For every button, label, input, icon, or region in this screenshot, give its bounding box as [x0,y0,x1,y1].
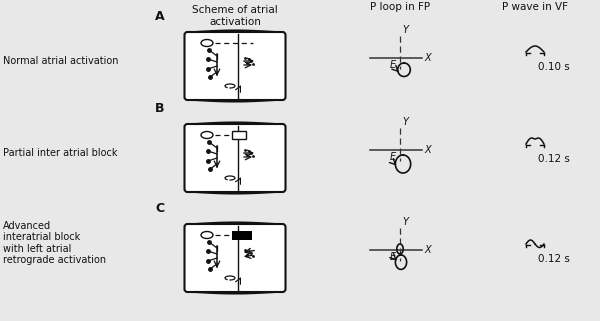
Text: P loop in FP: P loop in FP [370,2,430,12]
Text: E: E [390,60,396,70]
Text: Normal atrial activation: Normal atrial activation [3,56,119,66]
Text: Y: Y [402,117,408,127]
Text: 0.12 s: 0.12 s [538,254,570,264]
FancyBboxPatch shape [185,32,286,100]
Text: P wave in VF: P wave in VF [502,2,568,12]
FancyBboxPatch shape [232,131,246,139]
Text: X: X [424,145,431,155]
Text: A: A [155,11,165,23]
FancyBboxPatch shape [185,124,286,192]
Text: C: C [155,203,164,215]
Text: Y: Y [402,25,408,35]
Text: 0.12 s: 0.12 s [538,154,570,164]
Text: Advanced
interatrial block
with left atrial
retrograde activation: Advanced interatrial block with left atr… [3,221,106,265]
Text: E: E [390,152,396,162]
Bar [232,231,252,240]
Text: Scheme of atrial
activation: Scheme of atrial activation [192,5,278,27]
Text: X: X [424,245,431,255]
Text: 0.10 s: 0.10 s [538,62,570,72]
FancyBboxPatch shape [185,224,286,292]
Text: Partial inter atrial block: Partial inter atrial block [3,148,118,158]
Text: E: E [390,252,396,262]
Text: B: B [155,102,165,116]
Text: X: X [424,53,431,63]
Text: Y: Y [402,217,408,227]
